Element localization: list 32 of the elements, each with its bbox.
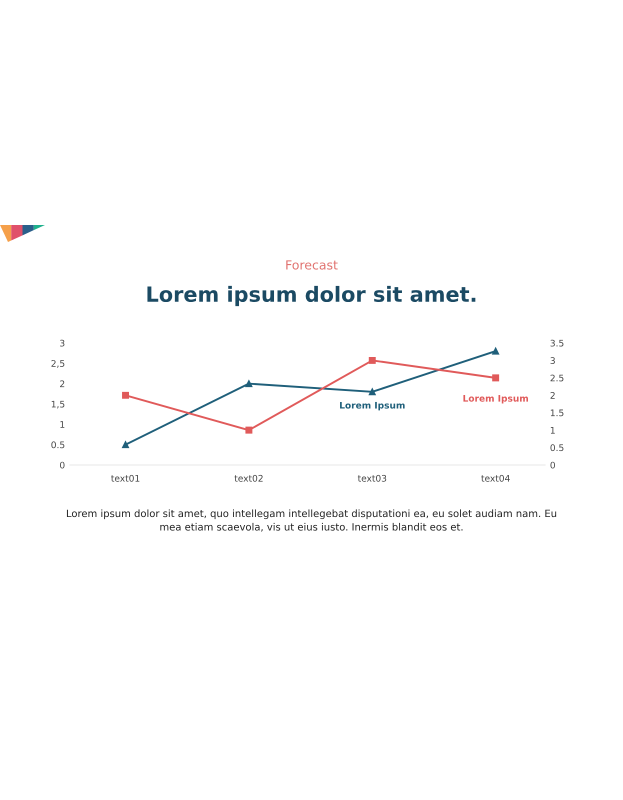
series-label: Lorem Ipsum: [340, 402, 405, 410]
y-tick-label: 1,5: [52, 400, 64, 408]
point: [492, 374, 500, 382]
y-tick-label: 0.5: [51, 441, 64, 448]
y2-tick-label: 1: [550, 426, 555, 434]
point: [122, 441, 129, 448]
point: [245, 380, 252, 388]
text: Lorem ipsum dolor sit amet, quo intellegam intellegebat disputationi ea, eu solet audiam nam. Eu mea etiam scaevola, vis ut eius iusto. Inermis blandit eos et.: [66, 509, 556, 532]
y2-tick-label: 2: [550, 392, 555, 399]
point: [245, 426, 252, 434]
y2-tick-label: 0.5: [550, 444, 564, 452]
text: Lorem Ipsum: [463, 395, 528, 404]
chart-title: Lorem ipsum dolor sit amet.: [147, 286, 476, 306]
x-tick-label: text04: [481, 474, 510, 482]
point: [368, 388, 376, 396]
y2-tick-label: 0: [550, 462, 556, 469]
y2-tick-label: 3.5: [550, 340, 564, 347]
y2-tick-label: 3: [550, 357, 555, 364]
y2-tick-label: 2.5: [550, 374, 564, 382]
y-tick-label: 1: [60, 421, 64, 428]
x-tick-label: text01: [111, 474, 140, 482]
y-tick-label: 2,5: [51, 360, 64, 368]
chart-subtitle: Forecast: [286, 260, 338, 270]
point: [368, 356, 376, 364]
y2-tick-label: 1.5: [550, 410, 564, 416]
y-tick-label: 3: [60, 340, 64, 347]
point: [122, 392, 129, 399]
x-tick-label: text02: [234, 474, 263, 482]
point: [492, 348, 500, 355]
y-tick-label: 0: [60, 462, 65, 469]
y-tick-label: 2: [60, 380, 64, 388]
x-tick-label: text03: [358, 474, 386, 482]
